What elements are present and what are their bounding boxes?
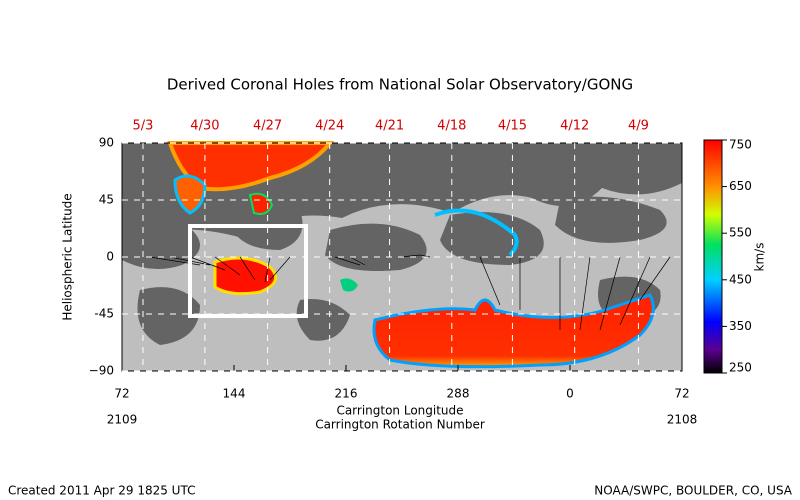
colorbar-tick-label: 350 (729, 319, 752, 333)
date-label: 5/3 (133, 119, 154, 134)
x-axis-label-2: Carrington Rotation Number (315, 418, 485, 432)
colorbar-tick-label: 550 (729, 226, 752, 240)
y-axis-label: Heliospheric Latitude (61, 193, 75, 320)
chart-title: Derived Coronal Holes from National Sola… (167, 76, 633, 94)
x-tick-label: 72 (114, 387, 129, 401)
y-tick-label: −90 (89, 364, 114, 378)
colorbar-tick-label: 250 (729, 361, 752, 375)
x-tick-label: 216 (335, 387, 358, 401)
date-label: 4/27 (253, 119, 282, 134)
x-tick-label: 144 (223, 387, 246, 401)
x-axis-label: Carrington Longitude (336, 404, 463, 418)
date-label: 4/12 (560, 119, 589, 134)
rotation-label: 2109 (107, 413, 138, 427)
y-tick-label: 90 (99, 136, 114, 150)
date-label: 4/15 (498, 119, 527, 134)
x-tick-label: 288 (447, 387, 470, 401)
y-tick-label: 0 (106, 250, 114, 264)
colorbar-label: km/s (753, 243, 767, 272)
footer-left: Created 2011 Apr 29 1825 UTC (8, 484, 195, 498)
rotation-label: 2108 (667, 413, 698, 427)
colorbar-tick-label: 650 (729, 179, 752, 193)
colorbar-tick-label: 450 (729, 272, 752, 286)
y-tick-label: -45 (94, 307, 114, 321)
date-label: 4/24 (315, 119, 344, 134)
footer-right: NOAA/SWPC, BOULDER, CO, USA (594, 484, 793, 498)
y-tick-label: 45 (99, 193, 114, 207)
x-tick-label: 0 (566, 387, 574, 401)
date-label: 4/18 (437, 119, 466, 134)
date-label: 4/21 (375, 119, 404, 134)
date-label: 4/9 (628, 119, 649, 134)
date-label: 4/30 (190, 119, 219, 134)
colorbar (703, 139, 723, 374)
x-tick-label: 72 (674, 387, 689, 401)
colorbar-tick-label: 750 (729, 138, 752, 152)
